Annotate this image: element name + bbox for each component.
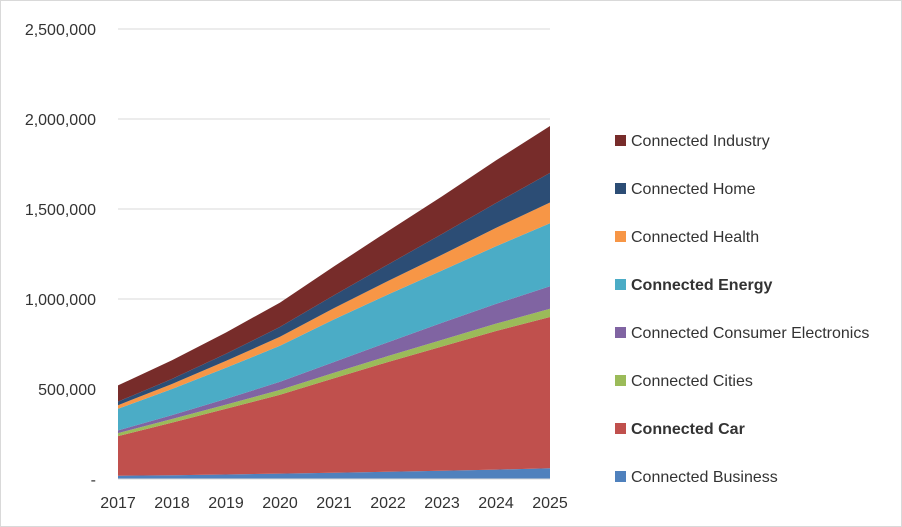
legend-label: Connected Home: [631, 181, 756, 198]
legend-swatch: [615, 471, 626, 482]
y-tick-label: 2,000,000: [25, 112, 96, 129]
legend-label: Connected Energy: [631, 277, 772, 294]
legend-label: Connected Cities: [631, 373, 753, 390]
legend-label: Connected Business: [631, 469, 778, 486]
legend-item: Connected Industry: [615, 133, 770, 150]
x-tick-label: 2017: [100, 495, 136, 512]
legend-swatch: [615, 327, 626, 338]
y-tick-label: 2,500,000: [25, 22, 96, 39]
x-tick-label: 2023: [424, 495, 460, 512]
x-tick-label: 2025: [532, 495, 568, 512]
y-tick-label: 1,000,000: [25, 292, 96, 309]
legend-label: Connected Car: [631, 421, 745, 438]
x-tick-label: 2019: [208, 495, 244, 512]
area-connected-industry: [118, 126, 550, 402]
area-connected-health: [118, 202, 550, 409]
y-tick-label: 500,000: [38, 382, 96, 399]
legend-item: Connected Cities: [615, 373, 753, 390]
area-connected-cities: [118, 308, 550, 437]
legend-label: Connected Health: [631, 229, 759, 246]
legend-swatch: [615, 375, 626, 386]
area-connected-business: [118, 468, 550, 479]
legend-label: Connected Industry: [631, 133, 770, 150]
x-tick-label: 2022: [370, 495, 406, 512]
x-axis: 2017 2018 2019 2020 2021 2022 2023 2024 2025: [100, 478, 568, 512]
y-tick-label: -: [91, 472, 96, 489]
x-tick-label: 2021: [316, 495, 352, 512]
legend-swatch: [615, 135, 626, 146]
legend-swatch: [615, 183, 626, 194]
legend-item: Connected Health: [615, 229, 759, 246]
x-tick-label: 2020: [262, 495, 298, 512]
legend-item: Connected Home: [615, 181, 756, 198]
legend-item: Connected Energy: [615, 277, 772, 294]
legend: Connected Industry Connected Home Connecte…: [615, 133, 869, 486]
x-tick-label: 2024: [478, 495, 514, 512]
legend-item: Connected Consumer Electronics: [615, 325, 869, 342]
y-tick-label: 1,500,000: [25, 202, 96, 219]
area-connected-consumer-electronics: [118, 286, 550, 434]
legend-label: Connected Consumer Electronics: [631, 325, 869, 342]
x-tick-label: 2018: [154, 495, 190, 512]
legend-swatch: [615, 231, 626, 242]
area-connected-car: [118, 317, 550, 476]
legend-item: Connected Business: [615, 469, 778, 486]
legend-swatch: [615, 279, 626, 290]
area-connected-energy: [118, 223, 550, 431]
legend-swatch: [615, 423, 626, 434]
y-axis: - 500,000 1,000,000 1,500,000 2,000,000 2,500…: [25, 22, 96, 489]
area-series-group: [118, 126, 550, 479]
legend-item: Connected Car: [615, 421, 745, 438]
